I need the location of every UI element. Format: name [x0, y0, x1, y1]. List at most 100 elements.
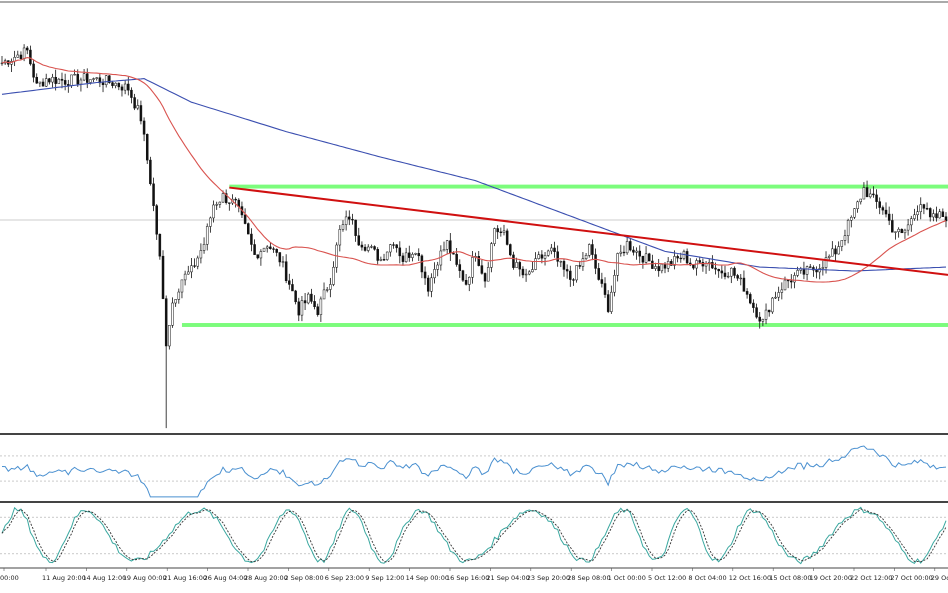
candle	[913, 208, 916, 221]
x-tick-label: 2 Sep 08:00	[284, 574, 323, 582]
candle	[777, 286, 780, 302]
candle	[928, 207, 932, 222]
candle	[48, 77, 51, 85]
candle	[840, 240, 844, 252]
candle	[265, 245, 269, 253]
candle	[174, 299, 177, 307]
candle	[133, 93, 136, 111]
candle	[16, 50, 20, 58]
price-panel	[0, 44, 948, 429]
candle	[275, 248, 278, 257]
support-zone	[181, 323, 948, 327]
candle	[862, 182, 866, 200]
candle	[622, 245, 626, 257]
candle	[32, 59, 35, 83]
candle	[193, 258, 196, 268]
candle	[910, 215, 913, 232]
candle	[635, 247, 638, 260]
candle	[938, 208, 941, 219]
candle	[509, 243, 512, 257]
candle	[382, 253, 386, 261]
candle	[433, 262, 436, 284]
candle	[919, 197, 922, 220]
candle	[483, 272, 487, 288]
candle	[723, 265, 727, 280]
candle	[625, 236, 629, 255]
candle	[215, 201, 218, 210]
x-tick-label: 19 Aug 00:00	[123, 574, 167, 582]
candle	[553, 241, 556, 258]
candle	[837, 241, 840, 255]
candle	[351, 213, 354, 225]
x-tick-label: 12 Oct 16:00	[729, 574, 771, 582]
candle	[499, 227, 503, 237]
candle	[291, 278, 294, 292]
candle	[35, 73, 38, 84]
candle	[742, 270, 746, 292]
trendline	[229, 186, 948, 276]
candle	[868, 188, 872, 199]
candle	[44, 73, 48, 87]
candle	[54, 69, 57, 91]
moving-average-slow	[1, 78, 947, 272]
resistance-zone	[229, 184, 948, 189]
candle	[925, 202, 929, 211]
candle	[818, 264, 821, 280]
candle	[730, 267, 733, 284]
candle	[632, 246, 635, 256]
candle	[366, 244, 370, 253]
candle	[123, 80, 127, 95]
candle	[357, 227, 361, 246]
candle	[521, 266, 525, 279]
candle	[505, 228, 509, 246]
candle	[370, 244, 373, 249]
x-tick-label: 21 Aug 16:00	[163, 574, 207, 582]
candle	[720, 265, 724, 279]
candle	[408, 245, 411, 262]
candle	[550, 243, 553, 255]
candle	[528, 270, 531, 276]
candle	[404, 247, 408, 263]
candle	[654, 262, 657, 271]
x-tick-label: 15 Oct 08:00	[769, 574, 811, 582]
candle	[202, 237, 206, 254]
moving-average-fast	[1, 57, 947, 283]
candle	[313, 295, 316, 310]
candle	[205, 223, 209, 251]
candle	[92, 77, 95, 83]
x-tick-label: 5 Oct 12:00	[648, 574, 686, 582]
candle	[145, 133, 149, 164]
candle	[613, 269, 616, 297]
candle	[234, 197, 237, 208]
candle	[780, 282, 784, 300]
candle	[344, 210, 348, 231]
candle	[935, 206, 938, 222]
candle	[303, 292, 307, 310]
candle	[701, 258, 705, 272]
candle	[196, 255, 199, 270]
candle	[212, 200, 215, 223]
candle	[262, 247, 266, 252]
candle	[288, 273, 291, 290]
candle	[932, 209, 935, 222]
candle	[177, 288, 181, 304]
candle	[486, 262, 490, 282]
candle	[906, 218, 910, 236]
candle	[502, 224, 506, 236]
candle	[120, 84, 124, 97]
candle	[455, 247, 458, 267]
candle	[325, 287, 329, 293]
candle	[401, 252, 405, 266]
candle	[29, 45, 32, 66]
candle	[916, 205, 919, 221]
candle	[647, 252, 651, 262]
candle	[749, 292, 752, 305]
candle	[306, 292, 310, 305]
candle	[764, 303, 768, 325]
candle	[493, 227, 496, 247]
candle	[761, 318, 765, 327]
x-tick-label: 27 Oct 00:00	[890, 574, 932, 582]
candle	[496, 225, 499, 239]
candle	[569, 265, 572, 287]
x-tick-label: 19 Oct 20:00	[810, 574, 852, 582]
